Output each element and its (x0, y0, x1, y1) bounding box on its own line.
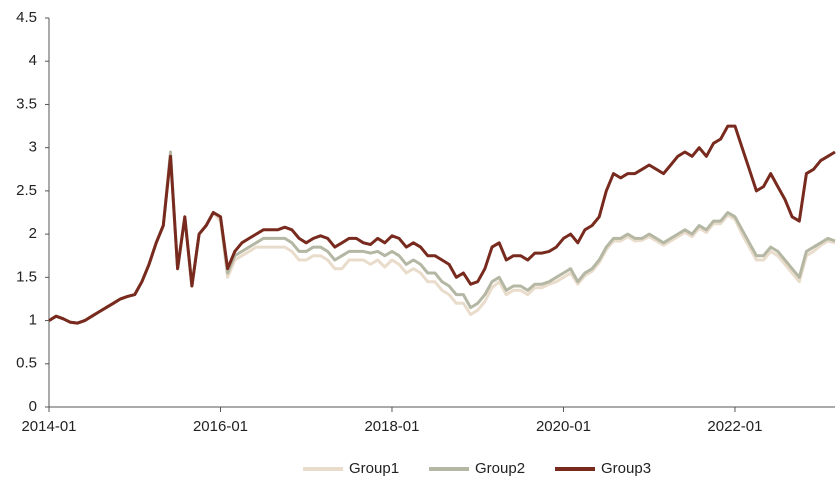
x-tick-label: 2016-01 (193, 418, 248, 435)
y-tick-label: 3.5 (16, 95, 37, 112)
y-tick-label: 1 (29, 312, 37, 329)
y-tick-label: 4 (29, 52, 37, 69)
y-tick-label: 3 (29, 139, 37, 156)
y-tick-label: 2 (29, 225, 37, 242)
y-tick-label: 0 (29, 398, 37, 415)
x-tick-label: 2018-01 (364, 418, 419, 435)
legend-label: Group2 (475, 460, 525, 477)
x-tick-label: 2014-01 (21, 418, 76, 435)
y-tick-label: 4.5 (16, 9, 37, 26)
y-tick-label: 2.5 (16, 182, 37, 199)
series-line (48, 124, 836, 325)
legend-label: Group3 (601, 460, 651, 477)
legend-label: Group1 (349, 460, 399, 477)
x-tick-label: 2022-01 (707, 418, 762, 435)
y-tick-label: 1.5 (16, 268, 37, 285)
x-tick-label: 2020-01 (536, 418, 591, 435)
y-tick-label: 0.5 (16, 355, 37, 372)
